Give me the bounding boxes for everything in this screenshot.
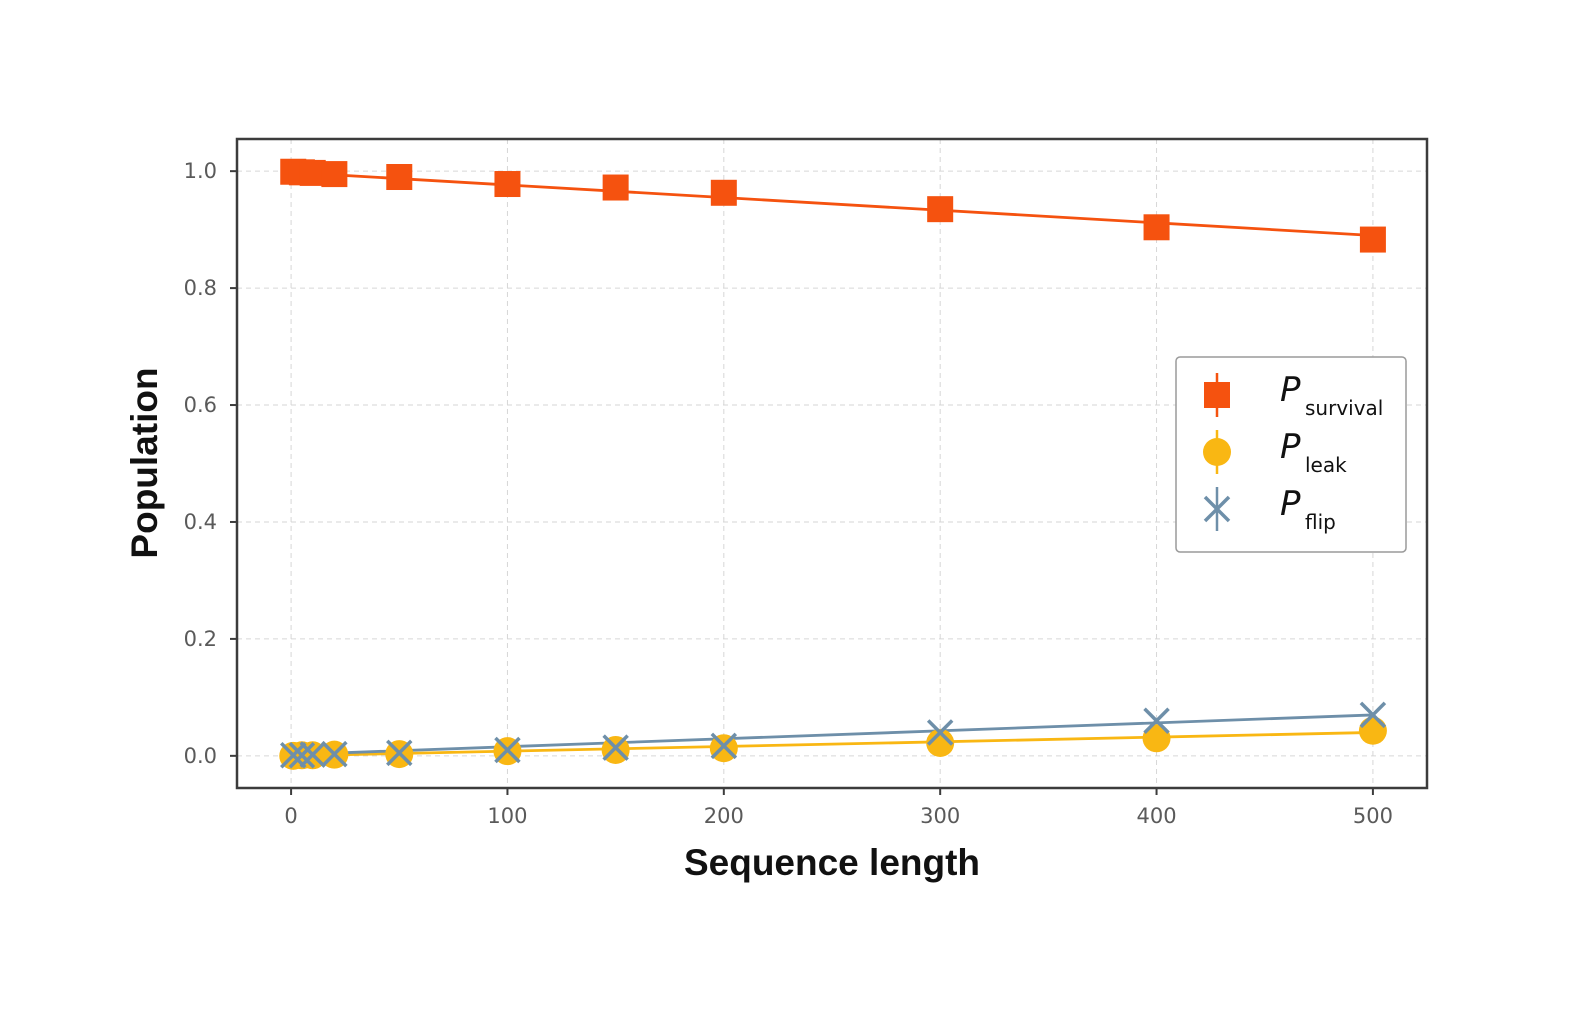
marker-x-stroke	[1143, 707, 1170, 734]
marker-x-stroke	[1203, 495, 1231, 523]
series-line-leak	[291, 731, 1373, 758]
legend-label-leak: P	[1280, 427, 1301, 467]
y-tick-label: 0.4	[184, 510, 217, 534]
marker-x-stroke	[288, 742, 316, 769]
data-point-flip	[494, 736, 521, 764]
marker-x-stroke	[1359, 701, 1387, 729]
x-tick-label: 0	[284, 804, 297, 828]
data-point-survival	[602, 174, 629, 201]
data-point-flip	[710, 732, 738, 760]
legend-marker-leak	[1203, 438, 1231, 466]
series-line-flip	[291, 713, 1373, 757]
data-point-survival	[1143, 214, 1170, 241]
data-point-survival	[927, 196, 954, 223]
data-point-flip	[602, 734, 629, 761]
data-markers	[279, 158, 1387, 770]
x-tick-label: 400	[1136, 804, 1176, 828]
data-point-flip	[288, 742, 316, 769]
data-point-survival	[494, 171, 521, 198]
data-point-leak	[926, 728, 955, 757]
y-tick-label: 0.6	[184, 393, 217, 417]
legend-subscript-flip: flip	[1305, 510, 1336, 534]
y-tick-label: 0.2	[184, 627, 217, 651]
marker-x-stroke	[494, 736, 521, 764]
marker-x-stroke	[386, 739, 413, 767]
data-point-survival	[710, 179, 737, 206]
data-point-flip	[299, 741, 326, 768]
marker-x-stroke	[926, 719, 954, 746]
data-point-flip	[386, 739, 413, 767]
marker-x-stroke	[710, 732, 738, 760]
y-tick-label: 1.0	[184, 159, 217, 183]
legend-box	[1175, 356, 1407, 553]
marker-x-stroke	[280, 742, 307, 769]
legend-marker-flip	[1203, 495, 1231, 523]
data-point-survival	[1359, 226, 1386, 253]
y-axis-ticks: 0.0 0.2 0.4 0.6 0.8 1.0	[184, 159, 237, 768]
data-point-flip	[926, 719, 954, 746]
x-axis-title: Sequence length	[684, 842, 980, 883]
marker-x-stroke	[602, 734, 629, 761]
x-tick-label: 200	[704, 804, 744, 828]
legend-subscript-survival: survival	[1305, 396, 1383, 420]
x-axis-ticks: 0 100 200 300 400 500	[284, 788, 1393, 828]
x-tick-label: 300	[920, 804, 960, 828]
x-tick-label: 100	[487, 804, 527, 828]
data-point-flip	[1143, 707, 1170, 734]
legend-marker-survival	[1204, 382, 1230, 408]
legend-label-survival: P	[1280, 370, 1301, 410]
data-point-survival	[386, 164, 413, 191]
data-point-leak	[1142, 724, 1171, 753]
data-point-survival	[321, 161, 348, 188]
x-tick-label: 500	[1353, 804, 1393, 828]
data-point-flip	[280, 742, 307, 769]
series-line-survival	[291, 170, 1373, 237]
legend-subscript-leak: leak	[1305, 453, 1347, 477]
y-tick-label: 0.0	[184, 744, 217, 768]
plot-frame	[235, 137, 1429, 790]
y-tick-label: 0.8	[184, 276, 217, 300]
data-point-leak	[1358, 716, 1387, 745]
marker-x-stroke	[299, 741, 326, 768]
fit-lines	[291, 170, 1373, 758]
y-axis-title: Population	[124, 367, 165, 558]
marker-x-stroke	[321, 740, 348, 768]
data-point-flip	[1359, 701, 1387, 729]
legend-label-flip: P	[1280, 484, 1301, 524]
data-point-flip	[321, 740, 348, 768]
